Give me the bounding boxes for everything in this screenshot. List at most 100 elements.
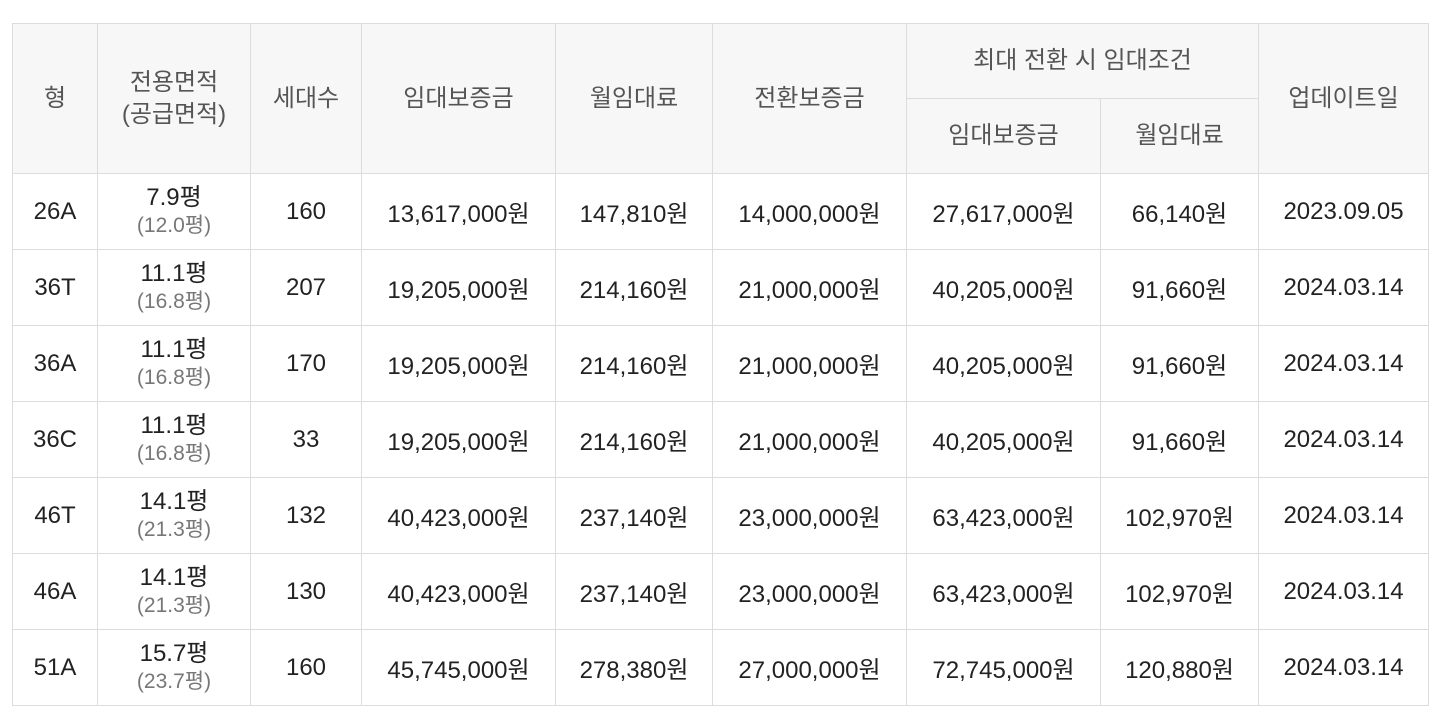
cell-type: 51A bbox=[12, 629, 98, 706]
cell-updated: 2024.03.14 bbox=[1258, 629, 1430, 706]
header-row-1: 형 전용면적 (공급면적) 세대수 임대보증금 월임대료 전환보증금 최대 전환… bbox=[12, 23, 1430, 174]
table-row: 36C 11.1평 (16.8평) 33 19,205,000원 214,160원 21,0… bbox=[12, 401, 1430, 478]
cell-max-monthly-rent: 91,660원 bbox=[1099, 325, 1260, 402]
cell-area: 7.9평 (12.0평) bbox=[97, 173, 251, 250]
supply-area: (21.3평) bbox=[136, 518, 212, 541]
cell-deposit: 13,617,000원 bbox=[361, 173, 556, 250]
cell-type: 26A bbox=[12, 173, 98, 250]
rental-conditions-table: 형 전용면적 (공급면적) 세대수 임대보증금 월임대료 전환보증금 최대 전환… bbox=[12, 23, 1430, 706]
cell-conversion-deposit: 14,000,000원 bbox=[712, 173, 907, 250]
cell-type: 46A bbox=[12, 553, 98, 630]
header-deposit: 임대보증금 bbox=[361, 23, 556, 174]
cell-deposit: 40,423,000원 bbox=[361, 553, 556, 630]
cell-type: 36A bbox=[12, 325, 98, 402]
cell-updated: 2024.03.14 bbox=[1258, 401, 1430, 478]
supply-area: (16.8평) bbox=[136, 366, 212, 389]
cell-monthly-rent: 237,140원 bbox=[555, 477, 713, 554]
cell-max-monthly-rent: 120,880원 bbox=[1099, 629, 1260, 706]
table-row: 36A 11.1평 (16.8평) 170 19,205,000원 214,160원 21,… bbox=[12, 325, 1430, 402]
cell-conversion-deposit: 21,000,000원 bbox=[712, 401, 907, 478]
cell-monthly-rent: 147,810원 bbox=[555, 173, 713, 250]
supply-area: (16.8평) bbox=[136, 290, 212, 313]
header-conversion-deposit: 전환보증금 bbox=[712, 23, 907, 174]
cell-monthly-rent: 214,160원 bbox=[555, 325, 713, 402]
cell-updated: 2024.03.14 bbox=[1258, 553, 1430, 630]
cell-deposit: 19,205,000원 bbox=[361, 325, 556, 402]
exclusive-area: 14.1평 bbox=[139, 488, 209, 515]
cell-households: 160 bbox=[250, 173, 362, 250]
cell-area: 11.1평 (16.8평) bbox=[97, 249, 251, 326]
exclusive-area: 11.1평 bbox=[140, 336, 208, 363]
exclusive-area: 7.9평 bbox=[146, 184, 202, 211]
supply-area: (12.0평) bbox=[136, 214, 212, 237]
cell-max-deposit: 27,617,000원 bbox=[906, 173, 1101, 250]
table-row: 51A 15.7평 (23.7평) 160 45,745,000원 278,380원 27,… bbox=[12, 629, 1430, 706]
header-updated: 업데이트일 bbox=[1258, 23, 1430, 174]
cell-deposit: 19,205,000원 bbox=[361, 401, 556, 478]
supply-area: (23.7평) bbox=[136, 670, 212, 693]
cell-area: 15.7평 (23.7평) bbox=[97, 629, 251, 706]
cell-max-deposit: 40,205,000원 bbox=[906, 249, 1101, 326]
supply-area: (16.8평) bbox=[136, 442, 212, 465]
exclusive-area: 15.7평 bbox=[139, 640, 209, 667]
header-type: 형 bbox=[12, 23, 98, 174]
cell-updated: 2023.09.05 bbox=[1258, 173, 1430, 250]
cell-households: 33 bbox=[250, 401, 362, 478]
cell-area: 14.1평 (21.3평) bbox=[97, 553, 251, 630]
table-row: 46A 14.1평 (21.3평) 130 40,423,000원 237,140원 23,… bbox=[12, 553, 1430, 630]
exclusive-area: 11.1평 bbox=[140, 260, 208, 287]
cell-updated: 2024.03.14 bbox=[1258, 249, 1430, 326]
table-row: 36T 11.1평 (16.8평) 207 19,205,000원 214,160원 21,… bbox=[12, 249, 1430, 326]
cell-deposit: 40,423,000원 bbox=[361, 477, 556, 554]
cell-max-deposit: 63,423,000원 bbox=[906, 477, 1101, 554]
cell-deposit: 45,745,000원 bbox=[361, 629, 556, 706]
table-body: 26A 7.9평 (12.0평) 160 13,617,000원 147,810원 14,0… bbox=[12, 173, 1430, 706]
table-row: 46T 14.1평 (21.3평) 132 40,423,000원 237,140원 23,… bbox=[12, 477, 1430, 554]
cell-max-deposit: 40,205,000원 bbox=[906, 325, 1101, 402]
cell-conversion-deposit: 27,000,000원 bbox=[712, 629, 907, 706]
cell-type: 36C bbox=[12, 401, 98, 478]
header-area-exclusive: 전용면적 bbox=[129, 68, 219, 96]
cell-households: 160 bbox=[250, 629, 362, 706]
cell-area: 11.1평 (16.8평) bbox=[97, 325, 251, 402]
header-monthly-rent: 월임대료 bbox=[555, 23, 713, 174]
cell-conversion-deposit: 21,000,000원 bbox=[712, 249, 907, 326]
cell-deposit: 19,205,000원 bbox=[361, 249, 556, 326]
header-row-2: 임대보증금 월임대료 bbox=[13, 98, 1429, 174]
cell-monthly-rent: 214,160원 bbox=[555, 249, 713, 326]
exclusive-area: 11.1평 bbox=[140, 412, 208, 439]
cell-households: 207 bbox=[250, 249, 362, 326]
cell-monthly-rent: 237,140원 bbox=[555, 553, 713, 630]
cell-conversion-deposit: 23,000,000원 bbox=[712, 477, 907, 554]
cell-max-deposit: 72,745,000원 bbox=[906, 629, 1101, 706]
cell-households: 170 bbox=[250, 325, 362, 402]
cell-type: 46T bbox=[12, 477, 98, 554]
cell-area: 11.1평 (16.8평) bbox=[97, 401, 251, 478]
exclusive-area: 14.1평 bbox=[139, 564, 209, 591]
header-max-deposit: 임대보증금 bbox=[906, 98, 1101, 174]
header-area-supply: (공급면적) bbox=[121, 100, 227, 128]
cell-max-monthly-rent: 91,660원 bbox=[1099, 249, 1260, 326]
cell-conversion-deposit: 21,000,000원 bbox=[712, 325, 907, 402]
cell-max-monthly-rent: 91,660원 bbox=[1099, 401, 1260, 478]
cell-households: 132 bbox=[250, 477, 362, 554]
cell-area: 14.1평 (21.3평) bbox=[97, 477, 251, 554]
cell-households: 130 bbox=[250, 553, 362, 630]
table-row: 26A 7.9평 (12.0평) 160 13,617,000원 147,810원 14,0… bbox=[12, 173, 1430, 250]
cell-monthly-rent: 214,160원 bbox=[555, 401, 713, 478]
cell-conversion-deposit: 23,000,000원 bbox=[712, 553, 907, 630]
header-max-conversion: 최대 전환 시 임대조건 bbox=[905, 23, 1260, 99]
cell-max-monthly-rent: 102,970원 bbox=[1099, 477, 1260, 554]
header-area: 전용면적 (공급면적) bbox=[97, 23, 251, 174]
cell-monthly-rent: 278,380원 bbox=[555, 629, 713, 706]
table-header: 형 전용면적 (공급면적) 세대수 임대보증금 월임대료 전환보증금 최대 전환… bbox=[12, 23, 1430, 174]
cell-updated: 2024.03.14 bbox=[1258, 477, 1430, 554]
rental-conditions-table-wrapper: 형 전용면적 (공급면적) 세대수 임대보증금 월임대료 전환보증금 최대 전환… bbox=[12, 23, 1430, 706]
cell-max-deposit: 63,423,000원 bbox=[906, 553, 1101, 630]
header-max-monthly-rent: 월임대료 bbox=[1099, 98, 1260, 174]
cell-max-deposit: 40,205,000원 bbox=[906, 401, 1101, 478]
cell-updated: 2024.03.14 bbox=[1258, 325, 1430, 402]
header-households: 세대수 bbox=[250, 23, 362, 174]
cell-max-monthly-rent: 66,140원 bbox=[1099, 173, 1260, 250]
cell-max-monthly-rent: 102,970원 bbox=[1099, 553, 1260, 630]
